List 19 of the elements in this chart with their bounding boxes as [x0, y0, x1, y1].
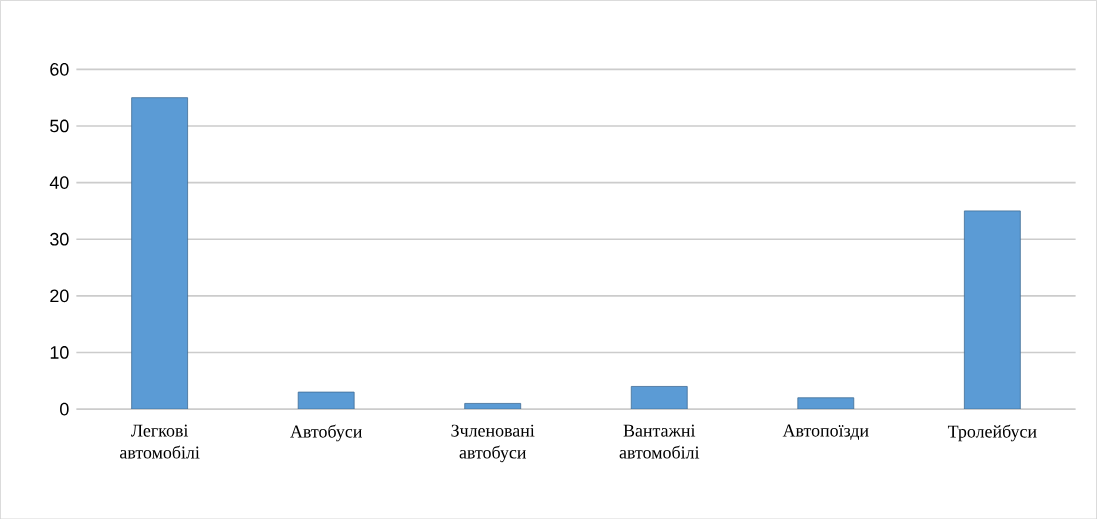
y-tick-label: 30: [50, 232, 69, 246]
y-tick-label: 50: [50, 119, 69, 133]
y-tick-label: 40: [49, 176, 69, 189]
bar: [131, 97, 189, 409]
y-tick-label: 20: [50, 289, 69, 302]
y-tick-label: 60: [50, 62, 69, 76]
x-tick-label: Тролейбуси: [947, 424, 1037, 442]
x-tick-label: Автопоїзди: [782, 424, 869, 440]
x-tick-label: Автобуси: [290, 424, 362, 442]
bar: [797, 397, 855, 409]
x-tick-label: Вантажні автомобілі: [619, 424, 700, 459]
x-tick-label: Легкові автомобілі: [120, 424, 200, 459]
x-tick-label: Зчленовані автобуси: [451, 424, 535, 463]
y-tick-label: 0: [60, 402, 69, 416]
bar: [630, 385, 688, 409]
bar: [464, 402, 522, 409]
y-tick-label: 10: [50, 345, 69, 359]
bar: [297, 391, 355, 409]
bar: [963, 210, 1021, 409]
